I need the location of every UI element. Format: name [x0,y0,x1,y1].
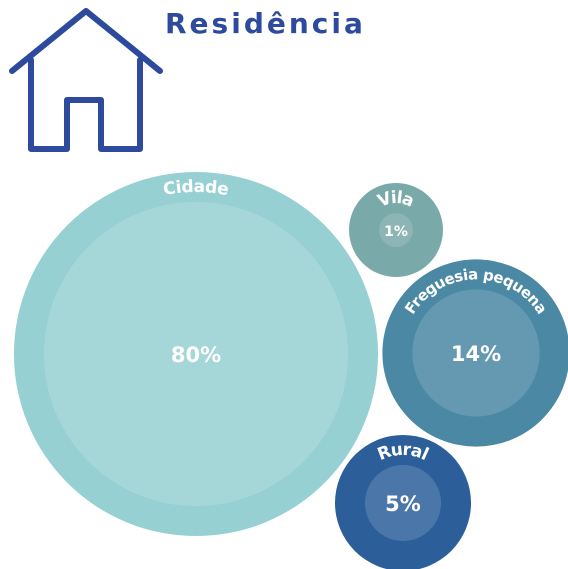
chart-title: Residência [165,7,366,40]
category-label: Cidade [162,177,230,200]
category-label: Vila [375,188,417,212]
value-label: 80% [171,343,221,367]
category-label-text: Vila [375,188,417,212]
value-label: 5% [385,492,421,516]
value-label: 1% [384,224,408,240]
bubble [335,435,471,569]
bubble-inner [379,213,413,247]
bubble [349,183,443,277]
house-icon [9,8,163,152]
house-body [28,57,143,152]
bubble [382,259,568,447]
bubble-inner [412,289,540,417]
value-label: 14% [451,342,501,366]
bubble [13,171,379,537]
bubble-inner [43,201,349,507]
category-label-text: Cidade [162,177,230,200]
house-roof [9,8,163,74]
bubble-inner [364,464,442,542]
